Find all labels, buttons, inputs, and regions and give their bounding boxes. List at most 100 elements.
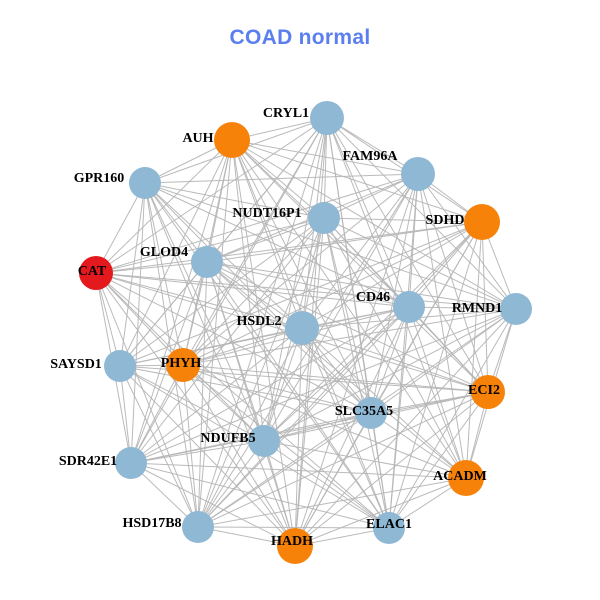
graph-edge (182, 364, 296, 547)
graph-edge (465, 221, 483, 479)
graph-edge (370, 412, 390, 529)
graph-node-glod4[interactable] (191, 246, 223, 278)
graph-edge (130, 182, 146, 464)
graph-node-slc35a5[interactable] (355, 397, 387, 429)
graph-node-ndufb5[interactable] (248, 425, 280, 457)
graph-edge (301, 327, 467, 479)
graph-edge (197, 526, 390, 529)
graph-edge (130, 306, 410, 464)
graph-edge (95, 182, 146, 274)
graph-edge (370, 412, 467, 479)
graph-edge (323, 217, 467, 479)
graph-edge (294, 412, 372, 547)
graph-node-gpr160[interactable] (129, 167, 161, 199)
graph-edge (182, 217, 325, 366)
graph-edge (144, 182, 325, 219)
graph-node-hsdl2[interactable] (285, 311, 319, 345)
graph-node-nudt16p1[interactable] (308, 202, 340, 234)
graph-edge (197, 477, 467, 528)
graph-edge (130, 308, 517, 464)
graph-edge (144, 173, 419, 184)
graph-node-hsd17b8[interactable] (182, 511, 214, 543)
graph-edge (119, 365, 199, 528)
graph-edge (130, 139, 233, 464)
graph-edge (95, 217, 325, 274)
graph-edge (263, 327, 303, 442)
graph-edge (95, 272, 296, 547)
graph-node-elac1[interactable] (373, 512, 405, 544)
graph-edge (130, 117, 328, 464)
graph-node-cd46[interactable] (393, 291, 425, 323)
graph-edge (231, 139, 517, 310)
graph-edge (263, 221, 483, 442)
graph-node-cryl1[interactable] (310, 101, 344, 135)
graph-edge (182, 308, 517, 366)
graph-edge (206, 261, 517, 310)
graph-edge (182, 364, 199, 528)
graph-node-sdr42e1[interactable] (115, 447, 147, 479)
graph-edge (119, 217, 325, 367)
graph-edge (301, 221, 483, 329)
graph-edge (206, 261, 303, 329)
graph-edge (119, 221, 483, 367)
graph-edge (231, 139, 296, 547)
graph-edge (182, 364, 265, 442)
graph-edge (182, 327, 303, 366)
graph-edge (95, 272, 184, 366)
graph-edge (326, 117, 419, 175)
graph-node-hadh[interactable] (277, 528, 313, 564)
graph-edge (95, 272, 410, 308)
graph-edge (263, 412, 372, 442)
graph-edge (182, 364, 390, 529)
node-layer (79, 101, 532, 564)
graph-edge (130, 440, 265, 464)
graph-edge (294, 477, 467, 547)
graph-edge (301, 327, 489, 393)
graph-edge (197, 117, 328, 528)
graph-edge (119, 365, 296, 547)
graph-edge (130, 364, 184, 464)
graph-edge (144, 182, 296, 547)
graph-edge (197, 440, 265, 528)
graph-edge (144, 182, 184, 366)
graph-node-rmnd1[interactable] (500, 293, 532, 325)
graph-edge (370, 308, 517, 414)
graph-edge (95, 221, 483, 274)
graph-node-cat[interactable] (79, 256, 113, 290)
graph-edge (388, 221, 483, 529)
graph-edge (231, 139, 419, 175)
graph-edge (326, 117, 410, 308)
graph-edge (417, 173, 467, 479)
graph-edge (481, 221, 489, 393)
graph-edge (182, 261, 208, 366)
graph-edge (408, 306, 489, 393)
graph-edge (231, 139, 467, 479)
graph-edge (130, 462, 296, 547)
graph-node-saysd1[interactable] (104, 350, 136, 382)
graph-edge (130, 462, 467, 479)
graph-edge (263, 117, 328, 442)
graph-node-auh[interactable] (214, 122, 250, 158)
graph-edge (294, 391, 489, 547)
graph-edge (206, 261, 489, 393)
graph-node-fam96a[interactable] (401, 157, 435, 191)
graph-edge (95, 272, 303, 329)
graph-edge (263, 440, 390, 529)
graph-edge (408, 221, 483, 308)
graph-edge (95, 173, 419, 274)
graph-edge (206, 221, 483, 263)
graph-edge (231, 139, 303, 329)
graph-edge (130, 391, 489, 464)
graph-edge (323, 217, 483, 223)
graph-node-phyh[interactable] (166, 348, 200, 382)
graph-node-sdhd[interactable] (464, 204, 500, 240)
graph-edge (388, 173, 419, 529)
graph-edge (417, 173, 489, 393)
graph-edge (206, 261, 296, 547)
graph-node-acadm[interactable] (448, 460, 484, 496)
graph-node-eci2[interactable] (471, 375, 505, 409)
graph-edge (197, 391, 489, 528)
graph-edge (301, 173, 419, 329)
